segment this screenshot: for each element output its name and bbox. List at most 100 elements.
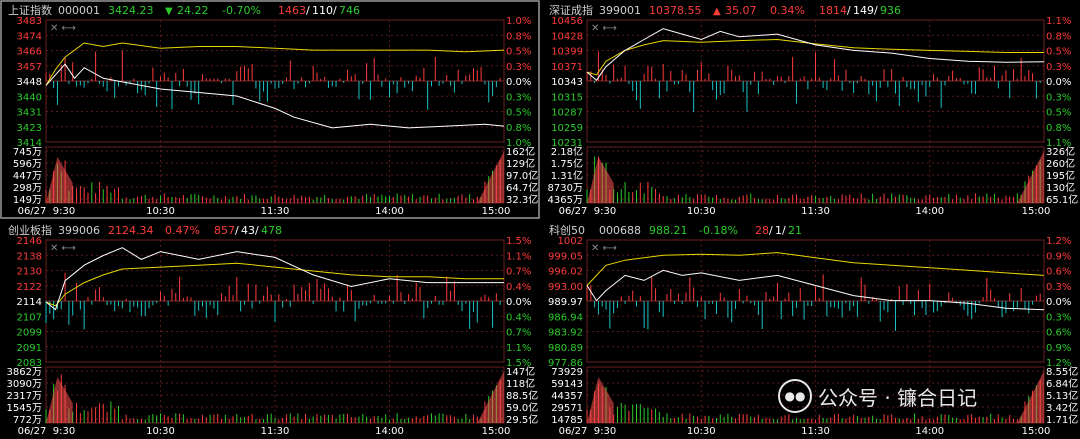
volume-tick: 1.75亿	[551, 157, 583, 170]
panel-shenzhen[interactable]: 深证成指 399001 10378.55 ▲ 35.07 0.34% 1814/149/93…	[541, 0, 1080, 219]
amount-tick: 326亿	[1046, 145, 1075, 158]
pct-tick: 1.1%	[1046, 138, 1071, 149]
close-icon: ✕ ⟷	[591, 23, 617, 34]
change-pct: 0.34%	[770, 4, 805, 17]
breadth-sep: /	[782, 224, 786, 237]
price-tick: 10456	[551, 16, 583, 27]
volume-open-spike	[46, 377, 73, 423]
time-label: 9:30	[594, 206, 616, 217]
breadth-down: 746	[339, 4, 360, 17]
pct-tick: 0.8%	[1046, 31, 1071, 42]
watermark-text: 公众号 · 镰合日记	[818, 385, 978, 410]
pct-tick: 1.0%	[506, 16, 531, 27]
pct-tick: 0.3%	[1046, 312, 1071, 323]
pct-tick: 0.6%	[1046, 328, 1071, 339]
time-label: 10:30	[146, 206, 175, 217]
volume-tick: 298万	[13, 183, 42, 194]
time-label: 15:00	[1022, 206, 1051, 217]
price-line	[45, 63, 505, 129]
price-tick: 10287	[551, 108, 583, 119]
breadth-sep: /	[306, 4, 310, 17]
avg-price-line	[586, 38, 1044, 76]
pct-tick: 0.8%	[1046, 123, 1071, 134]
chart-svg: 上证指数 000001 3424.23 ▼ 24.22 -0.70% 1463/110/74…	[0, 0, 540, 219]
pct-tick: 1.5%	[506, 358, 531, 369]
index-code: 000001	[58, 4, 100, 17]
pct-tick: 0.0%	[506, 77, 531, 88]
time-label: 11:30	[261, 426, 290, 437]
time-label: 06/27	[559, 206, 588, 217]
price-tick: 10231	[551, 138, 583, 149]
breadth-flat: 149	[853, 4, 874, 17]
panel-star50[interactable]: 科创50 000688 988.21 -0.18% 28/1/21 1002 1.2% 999…	[541, 220, 1080, 439]
time-label: 11:30	[801, 206, 830, 217]
index-code: 399006	[58, 224, 100, 237]
pct-tick: 0.3%	[1046, 282, 1071, 293]
amount-tick: 97.0亿	[506, 169, 538, 182]
index-name: 深证成指	[549, 3, 593, 17]
price-tick: 3423	[17, 123, 42, 134]
time-label: 15:00	[482, 426, 511, 437]
time-label: 11:30	[801, 426, 830, 437]
avg-price-line	[45, 262, 504, 307]
price-tick: 983.92	[548, 328, 583, 339]
last-price: 10378.55	[649, 4, 702, 17]
volume-tick: 8730万	[548, 183, 583, 194]
price-tick: 986.94	[548, 312, 583, 323]
amount-tick: 162亿	[506, 145, 535, 158]
time-label: 9:30	[594, 426, 616, 437]
breadth-sep: /	[847, 4, 851, 17]
breadth-sep: /	[235, 224, 239, 237]
volume-bars	[45, 374, 501, 423]
breadth-up: 1463	[278, 4, 306, 17]
close-icon: ✕ ⟷	[591, 243, 617, 254]
breadth-up: 28	[755, 224, 769, 237]
amount-tick: 3.42亿	[1046, 401, 1078, 414]
close-icon: ✕ ⟷	[50, 243, 76, 254]
price-tick: 3448	[17, 77, 42, 88]
change-value: 35.07	[725, 4, 757, 17]
avg-price-line	[586, 252, 1045, 286]
breadth-down: 478	[261, 224, 282, 237]
volume-open-spike	[587, 157, 614, 203]
index-code: 399001	[599, 4, 641, 17]
close-icon: ✕ ⟷	[50, 23, 76, 34]
volume-tick: 1.31亿	[551, 169, 583, 182]
change-pct: -0.18%	[699, 224, 738, 237]
last-price: 988.21	[649, 224, 688, 237]
pct-tick: 1.2%	[1046, 358, 1071, 369]
last-price: 2124.34	[108, 224, 154, 237]
amount-tick: 1.71亿	[1046, 413, 1078, 426]
change-arrow: ▼	[165, 6, 173, 17]
pct-tick: 1.2%	[1046, 236, 1071, 247]
volume-tick: 2317万	[7, 391, 42, 402]
price-tick: 980.89	[548, 343, 583, 354]
price-line	[45, 247, 504, 311]
pct-tick: 0.8%	[506, 31, 531, 42]
panel-chinext[interactable]: 创业板指 399006 2124.34 0.47% 857/43/478 2146 1.5%…	[0, 220, 540, 439]
amount-tick: 64.7亿	[506, 181, 538, 194]
breadth-up: 857	[214, 224, 235, 237]
amount-tick: 118亿	[506, 377, 535, 390]
price-tick: 10343	[551, 77, 583, 88]
avg-price-line	[45, 42, 505, 86]
chart-svg: 深证成指 399001 10378.55 ▲ 35.07 0.34% 1814/149/93…	[548, 3, 1079, 217]
price-tick: 2083	[17, 358, 42, 369]
change-pct: 0.47%	[165, 224, 200, 237]
time-label: 9:30	[53, 426, 75, 437]
watermark: ●● 公众号 · 镰合日记	[778, 376, 1078, 416]
panel-shanghai[interactable]: 上证指数 000001 3424.23 ▼ 24.22 -0.70% 1463/110/74…	[0, 0, 540, 219]
pct-tick: 0.6%	[1046, 267, 1071, 278]
price-tick: 993.00	[548, 282, 583, 293]
price-tick: 3466	[17, 47, 42, 58]
time-label: 15:00	[482, 206, 511, 217]
volume-close-spike	[1017, 151, 1044, 203]
index-code: 000688	[599, 224, 641, 237]
breadth-flat: 1	[775, 224, 782, 237]
pct-tick: 0.0%	[506, 297, 531, 308]
change-value: 24.22	[177, 4, 209, 17]
price-tick: 2138	[17, 251, 42, 262]
index-name: 创业板指	[8, 223, 52, 237]
volume-tick: 4365万	[548, 195, 583, 206]
time-label: 06/27	[559, 426, 588, 437]
